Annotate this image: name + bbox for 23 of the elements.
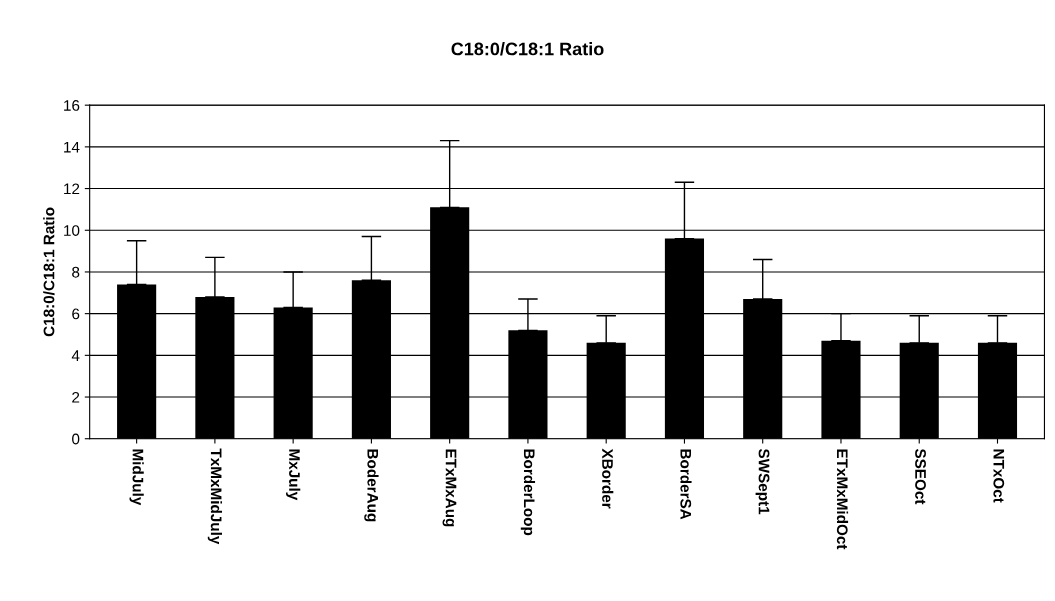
x-tick-label: BorderSA — [680, 449, 692, 520]
x-tick-label: BoderAug — [364, 449, 379, 522]
y-tick-label: 16 — [64, 100, 80, 111]
x-tick-label: TxMxMidJuly — [207, 448, 223, 545]
y-tick-label: 14 — [64, 141, 80, 153]
x-tick-label: NTxOct — [993, 449, 1005, 503]
y-tick-label: 6 — [72, 308, 80, 320]
y-tick-label: 2 — [72, 391, 80, 403]
x-tick-label: MidJuly — [129, 449, 144, 506]
x-tick-label: SWSept1 — [755, 448, 770, 515]
y-tick-label: 0 — [72, 433, 80, 445]
y-tick-label: 12 — [64, 183, 80, 195]
y-tick-label: 4 — [71, 350, 80, 361]
y-tick-label: 8 — [72, 266, 80, 278]
x-tick-label: MxJuly — [286, 449, 301, 501]
y-axis-title: C18:0/C18:1 Ratio — [43, 207, 55, 337]
chart-title: C18:0/C18:1 Ratio — [451, 42, 604, 56]
x-tick-label: XBorder — [602, 448, 614, 509]
x-tick-label: BorderLoop — [520, 449, 536, 536]
y-tick-label: 10 — [64, 225, 80, 236]
x-tick-label: ETxMxMidOct — [836, 449, 849, 550]
x-tick-label: SSEOct — [915, 448, 926, 505]
x-tick-label: ETxMxAug — [442, 449, 457, 527]
